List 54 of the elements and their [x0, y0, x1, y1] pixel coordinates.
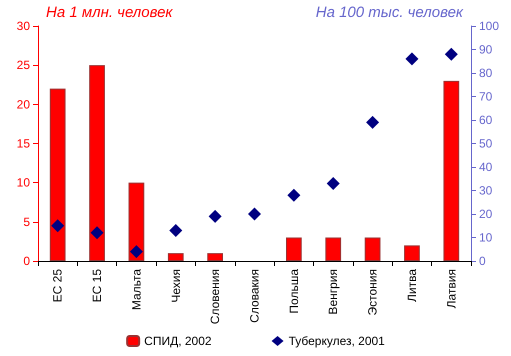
x-tick-label: ЕС 25	[50, 268, 65, 302]
y2-tick-label: 90	[479, 42, 493, 56]
y2-tick-label: 30	[479, 184, 493, 198]
bar	[286, 238, 302, 261]
y2-tick-label: 80	[479, 66, 493, 80]
legend-label: Туберкулез, 2001	[288, 334, 386, 348]
point	[169, 224, 182, 237]
bar	[128, 182, 144, 261]
point	[90, 226, 104, 240]
y-axis-title: На 1 млн. человек	[46, 4, 174, 21]
x-tick-label: Словакия	[248, 269, 262, 323]
y-tick-label: 0	[23, 254, 30, 268]
x-tick-label: Латвия	[444, 269, 458, 308]
point	[366, 116, 380, 129]
point	[248, 208, 261, 220]
bar	[443, 80, 460, 261]
y-tick-label: 5	[23, 214, 30, 229]
y2-tick-label: 70	[479, 90, 493, 104]
y-tick-label: 10	[16, 176, 30, 190]
x-tick-label: Чехия	[168, 269, 183, 303]
bar	[207, 253, 224, 261]
y2-tick-label: 100	[479, 19, 500, 33]
point	[130, 245, 143, 258]
bar	[50, 88, 66, 261]
bar	[325, 238, 342, 261]
y2-tick-label: 10	[479, 230, 493, 244]
point	[326, 176, 340, 190]
x-tick-label: Словения	[208, 269, 222, 324]
x-tick-label: ЕС 15	[90, 268, 104, 302]
bar	[89, 65, 105, 261]
y2-tick-label: 50	[479, 136, 493, 150]
point	[208, 210, 222, 223]
bar	[364, 238, 380, 261]
point	[287, 188, 300, 202]
bar	[404, 245, 420, 261]
point	[405, 52, 418, 66]
legend-label: СПИД, 2002	[144, 334, 212, 348]
point	[444, 48, 458, 61]
x-tick-label: Эстония	[366, 269, 380, 316]
y2-axis-title: На 100 тыс. человек	[316, 4, 464, 21]
y-tick-label: 25	[16, 58, 30, 72]
y2-tick-label: 20	[479, 207, 493, 221]
y-tick-label: 20	[16, 97, 30, 112]
y-tick-label: 30	[16, 19, 30, 33]
x-tick-label: Литва	[404, 268, 419, 302]
bar	[168, 253, 184, 261]
point	[51, 219, 64, 232]
y2-tick-label: 0	[479, 254, 486, 268]
x-tick-label: Мальта	[129, 268, 144, 310]
x-tick-label: Польша	[286, 268, 301, 314]
y2-tick-label: 60	[479, 113, 493, 127]
x-tick-label: Венгрия	[326, 269, 340, 315]
y-tick-label: 15	[16, 136, 30, 150]
y2-tick-label: 40	[479, 160, 493, 174]
